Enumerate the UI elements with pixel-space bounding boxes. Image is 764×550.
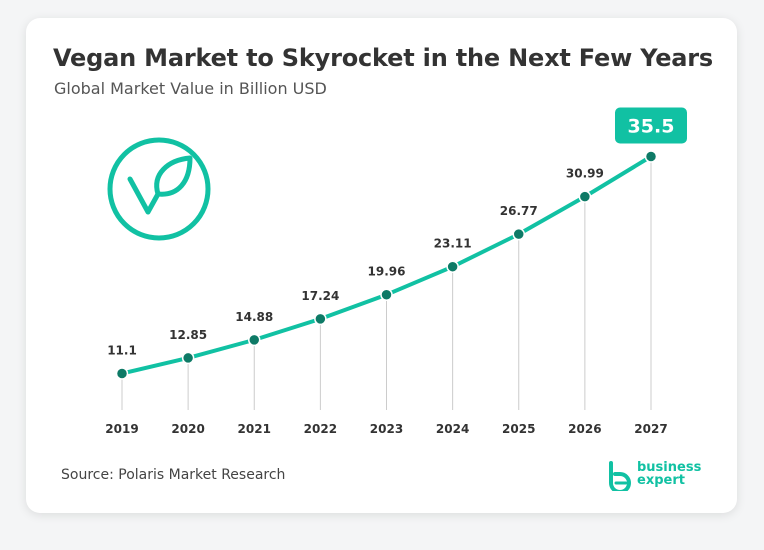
highlight-badge	[615, 107, 687, 144]
data-point	[512, 227, 525, 241]
x-tick-label: 2021	[238, 422, 271, 436]
data-label: 11.1	[107, 344, 137, 358]
source-note: Source: Polaris Market Research	[61, 467, 286, 483]
brand-name: business expert	[637, 461, 701, 487]
leaf-circle-icon	[107, 137, 211, 241]
x-tick-label: 2019	[105, 422, 138, 436]
data-point	[578, 190, 592, 203]
data-point	[115, 367, 129, 380]
data-point	[644, 150, 658, 163]
data-point	[181, 351, 195, 365]
x-tick-label: 2026	[568, 422, 601, 436]
data-label: 35.5	[628, 116, 675, 138]
x-tick-label: 2022	[304, 422, 337, 436]
data-label: 30.99	[566, 167, 604, 181]
data-label: 17.24	[301, 289, 339, 303]
data-label: 14.88	[235, 310, 273, 324]
brand-logo: business expert	[607, 459, 717, 493]
data-label: 12.85	[169, 328, 207, 342]
x-tick-label: 2027	[634, 422, 667, 436]
chart-subtitle: Global Market Value in Billion USD	[54, 79, 327, 98]
x-tick-label: 2025	[502, 422, 535, 436]
brand-line-2: expert	[637, 473, 685, 488]
data-point	[248, 333, 261, 347]
brand-line-1: business	[637, 460, 702, 475]
data-point	[314, 312, 327, 326]
data-label: 19.96	[368, 265, 406, 279]
data-label: 23.11	[434, 237, 472, 251]
business-expert-logo-icon	[609, 461, 631, 491]
x-tick-label: 2020	[171, 422, 204, 436]
data-label: 26.77	[500, 204, 538, 218]
chart-card: Vegan Market to Skyrocket in the Next Fe…	[26, 18, 737, 513]
chart-title: Vegan Market to Skyrocket in the Next Fe…	[53, 44, 713, 72]
x-tick-label: 2024	[436, 422, 469, 436]
x-tick-label: 2023	[370, 422, 403, 436]
data-point	[446, 260, 459, 273]
data-point	[380, 288, 393, 301]
